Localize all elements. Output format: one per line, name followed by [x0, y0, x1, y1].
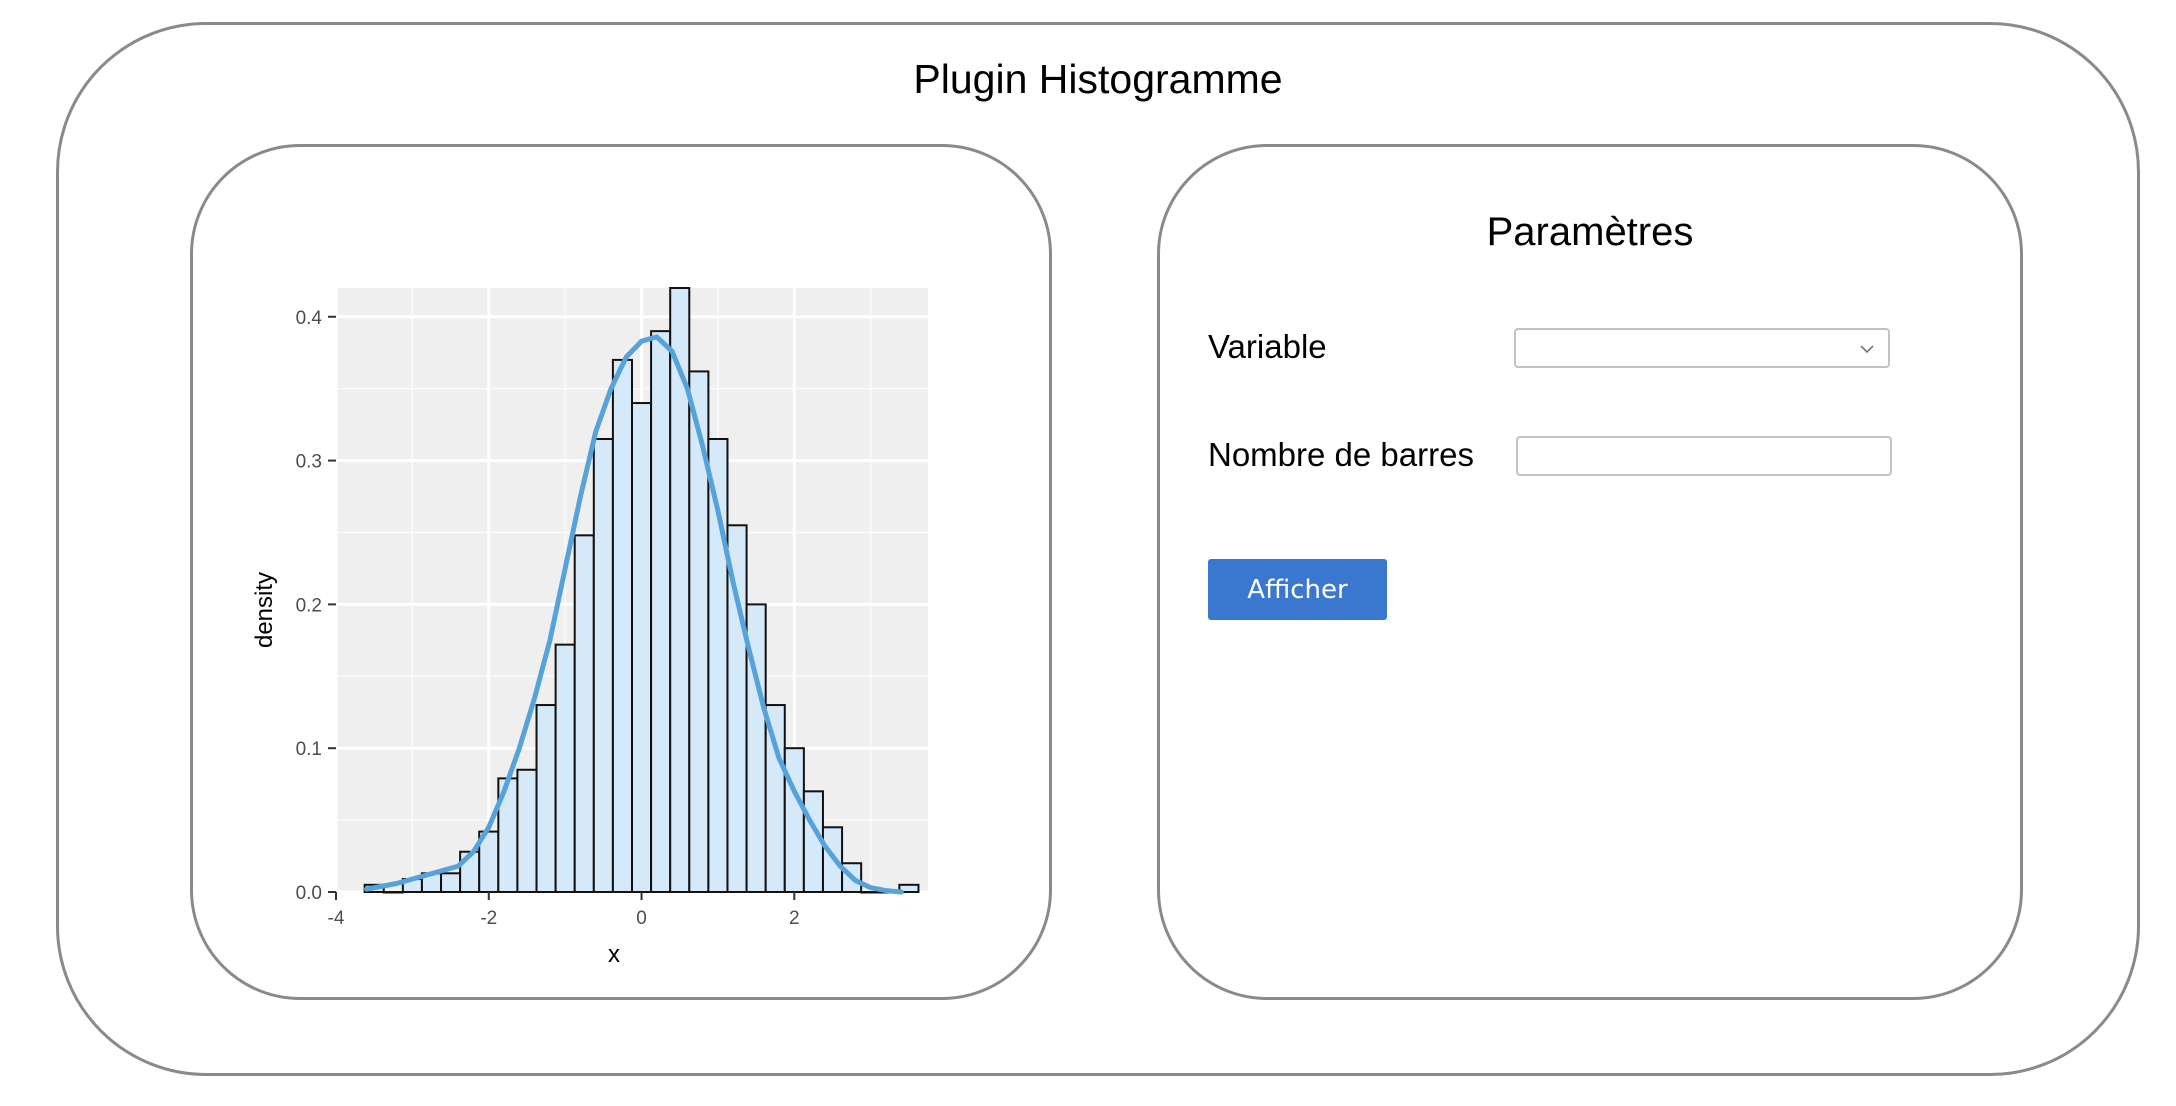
bins-label: Nombre de barres	[1208, 436, 1474, 473]
y-tick-label: 0.2	[296, 595, 322, 616]
histogram-bar	[440, 872, 462, 893]
parameters-panel	[1157, 144, 2023, 1000]
afficher-button[interactable]: Afficher	[1208, 559, 1387, 620]
chart-panel	[190, 144, 1052, 1000]
density-curve	[364, 334, 904, 895]
histogram-chart: -4 -2 0 2 0.0 0.1 0.2 0.3 0.4 x density	[251, 287, 928, 968]
chevron-down-icon	[1860, 345, 1874, 354]
variable-label: Variable	[1208, 328, 1327, 365]
histogram-bar	[783, 747, 805, 894]
histogram-bar	[650, 330, 672, 893]
histogram-bar	[898, 883, 920, 893]
histogram-bar	[611, 358, 634, 893]
bins-input[interactable]	[1516, 436, 1892, 476]
histogram-bar	[860, 891, 882, 894]
x-tick-label: 2	[789, 908, 800, 929]
app-title: Plugin Histogramme	[913, 56, 1283, 102]
x-axis-label: x	[608, 941, 620, 968]
plugin-frame	[56, 22, 2140, 1076]
histogram-bar	[516, 768, 538, 893]
histogram-bar	[592, 438, 614, 893]
histogram-bar	[382, 891, 404, 894]
parameters-title: Paramètres	[1486, 210, 1694, 254]
y-tick-label: 0.4	[296, 308, 323, 329]
y-tick-label: 0.0	[296, 883, 322, 904]
x-tick-label: -2	[480, 908, 497, 929]
y-axis-label: density	[251, 572, 278, 648]
x-tick-label: 0	[636, 908, 647, 929]
x-tick-label: -4	[328, 908, 345, 929]
y-tick-label: 0.1	[296, 739, 322, 760]
variable-select[interactable]	[1514, 328, 1890, 368]
histogram-bar	[631, 402, 653, 894]
histogram-bar	[573, 534, 595, 893]
histogram-bar	[535, 704, 557, 893]
histogram-bar	[764, 704, 786, 893]
histogram-bar	[669, 287, 691, 893]
histogram-bar	[554, 643, 576, 893]
y-tick-label: 0.3	[296, 452, 322, 473]
